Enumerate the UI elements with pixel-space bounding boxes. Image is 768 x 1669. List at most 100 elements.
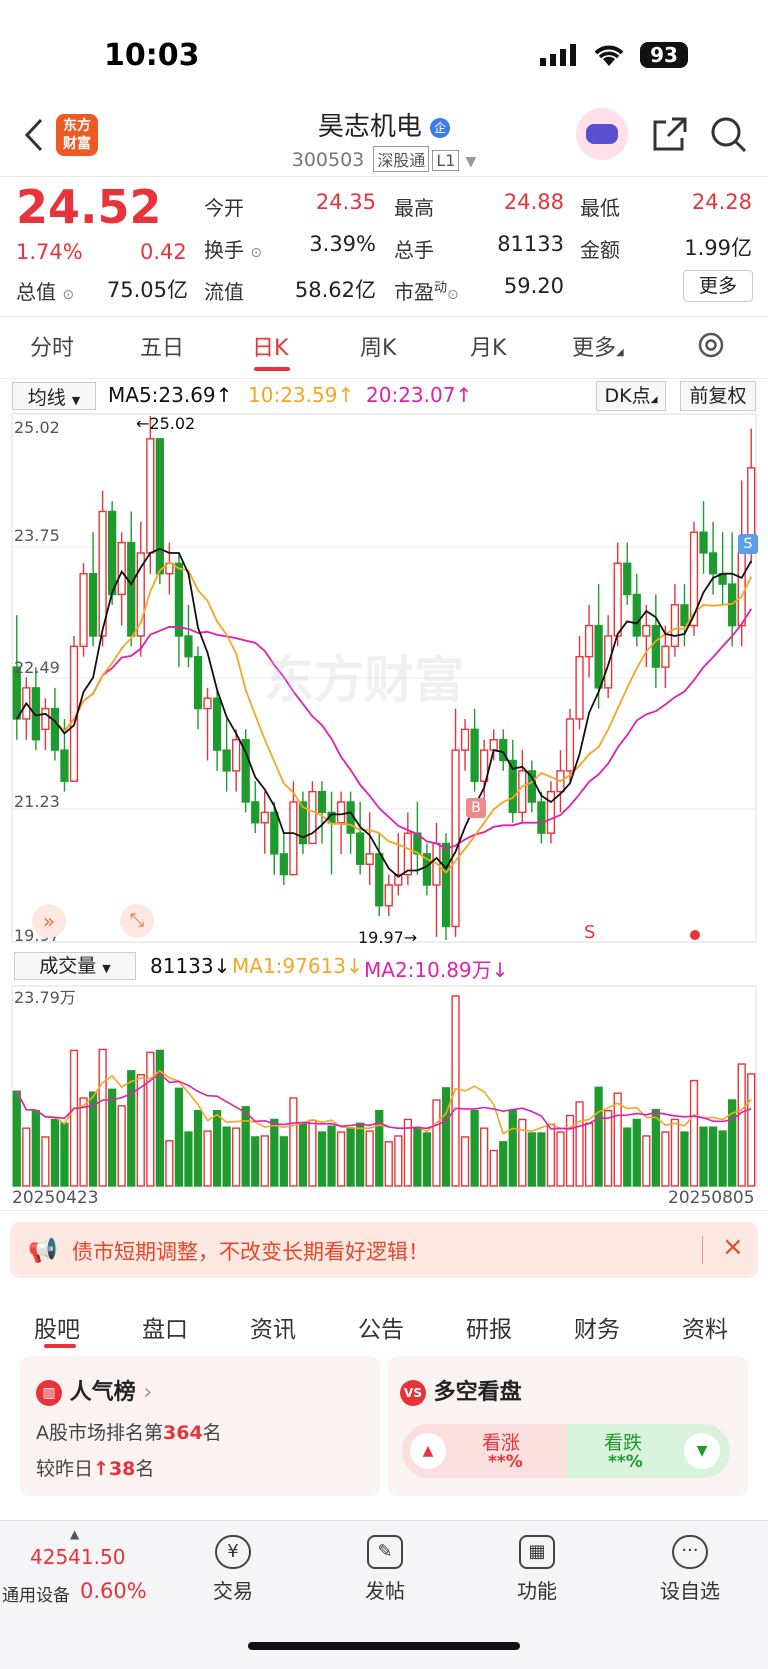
candle-body (546, 790, 556, 834)
tab-weekly-k[interactable]: 周K (360, 336, 397, 361)
ma5-value: MA5:23.69↑ (108, 383, 233, 407)
ma-selector[interactable]: 均线 ▼ (12, 382, 96, 410)
share-icon[interactable] (652, 116, 688, 156)
nav-watchlist[interactable]: ··· 设自选 (652, 1535, 728, 1604)
chevron-left-icon (24, 118, 43, 152)
dk-point-button[interactable]: DK点◢ (596, 381, 666, 411)
buy-marker[interactable]: B (466, 798, 486, 818)
candle-body (480, 749, 489, 782)
tab-intraday[interactable]: 分时 (30, 336, 75, 361)
candle-body (232, 739, 241, 772)
fullscreen-icon[interactable]: ⤡ (120, 904, 154, 938)
tab-research[interactable]: 研报 (466, 1317, 512, 1343)
sector-index-pct[interactable]: 0.60% (80, 1579, 147, 1603)
candle-body (289, 801, 298, 876)
tab-profile[interactable]: 资料 (682, 1317, 728, 1343)
change-suffix: 名 (135, 1458, 155, 1480)
tab-finance[interactable]: 财务 (574, 1317, 620, 1343)
chevron-right-icon: › (143, 1380, 153, 1405)
volume-bar (146, 1051, 155, 1187)
volume-bar (289, 1097, 298, 1187)
candle-body (565, 718, 575, 772)
volume-chart[interactable] (0, 982, 768, 1188)
nav-post[interactable]: ✎ 发帖 (352, 1535, 418, 1604)
candle-body (336, 801, 346, 824)
candle-body (279, 853, 288, 876)
signal-dot (690, 930, 700, 940)
volume-bar (308, 1119, 317, 1187)
stock-name: 昊志机电 (317, 112, 422, 142)
candle-body (375, 853, 384, 907)
info-icon: ⊙ (250, 245, 263, 261)
popularity-card[interactable]: ▥ 人气榜 › A股市场排名第364名 较昨日↑38名 (20, 1356, 380, 1496)
volume-bar (718, 1130, 727, 1187)
tab-more[interactable]: 更多◢ (572, 336, 624, 361)
volume-bar (499, 1141, 508, 1187)
more-quote-button[interactable]: 更多 (683, 270, 753, 302)
volume-indicator-selector[interactable]: 成交量 ▼ (14, 952, 136, 980)
tab-monthly-k[interactable]: 月K (470, 336, 507, 361)
long-short-card[interactable]: VS 多空看盘 ▲ 看涨 **% 看跌 **% ▼ (388, 1356, 748, 1496)
candle-body (308, 790, 317, 845)
bearish-label: 看跌 (604, 1432, 643, 1454)
pe-value: 59.20 (503, 274, 564, 298)
candle-body (451, 749, 460, 928)
tab-guba[interactable]: 股吧 (34, 1317, 80, 1343)
candle-body (422, 853, 432, 886)
volume-ma2: MA2:10.89万↓ (364, 958, 509, 982)
expand-arrows-icon[interactable]: » (32, 904, 66, 938)
info-icon: ⊙ (62, 287, 75, 303)
stock-code-row[interactable]: 300503 深股通 L1 ▼ (0, 146, 768, 172)
tab-daily-k[interactable]: 日K (252, 336, 289, 361)
low-annotation: 19.97→ (358, 928, 418, 947)
search-icon[interactable] (710, 116, 748, 158)
sector-index-value[interactable]: 42541.50 (30, 1545, 126, 1569)
divider (0, 316, 768, 317)
back-button[interactable] (24, 118, 44, 156)
candle-body (460, 728, 470, 751)
close-icon[interactable]: × (722, 1232, 744, 1262)
volume-bar (556, 1131, 565, 1187)
tab-five-day[interactable]: 五日 (140, 336, 185, 361)
volume-bar (413, 1126, 422, 1187)
volume-bar (60, 1122, 69, 1187)
candle-body (298, 801, 308, 845)
volume-bar (22, 1127, 31, 1187)
candle-body (632, 593, 641, 637)
candle-body (184, 635, 193, 658)
candlestick-chart[interactable] (0, 410, 768, 950)
candle-body (41, 707, 50, 731)
volume-bar (441, 1087, 451, 1187)
change-pct: 1.74% (16, 240, 83, 264)
volume-bar (98, 1048, 107, 1187)
tab-order-book[interactable]: 盘口 (142, 1317, 188, 1343)
notice-banner[interactable]: 📢 债市短期调整，不改变长期看好逻辑！ × (10, 1222, 758, 1278)
candle-body (670, 604, 680, 648)
battery-icon: 93 (640, 42, 688, 68)
volume-bar (336, 1131, 346, 1187)
tab-active-underline (44, 1344, 76, 1348)
adjust-button[interactable]: 前复权 (680, 381, 756, 411)
stock-code: 300503 (291, 149, 365, 171)
nav-functions[interactable]: ▦ 功能 (504, 1535, 570, 1604)
settings-gear-icon[interactable] (696, 330, 726, 364)
nav-trade[interactable]: ¥ 交易 (200, 1535, 266, 1604)
turnover-label[interactable]: 换手 ⊙ (204, 238, 263, 262)
bullish-button[interactable]: ▲ 看涨 **% (402, 1424, 566, 1478)
sector-index-name[interactable]: 通用设备 (2, 1586, 70, 1606)
trade-icon: ¥ (215, 1535, 251, 1569)
volume-bar (155, 1049, 164, 1187)
robot-avatar[interactable] (576, 108, 628, 160)
candle-body (441, 842, 451, 928)
total-cap-label[interactable]: 总值 ⊙ (16, 280, 75, 304)
volume-bar (518, 1118, 527, 1187)
tab-news[interactable]: 资讯 (250, 1317, 296, 1343)
bearish-button[interactable]: 看跌 **% ▼ (566, 1424, 730, 1478)
grid-icon: ▦ (519, 1535, 555, 1569)
amount-label: 金额 (580, 238, 620, 262)
tab-announcements[interactable]: 公告 (358, 1317, 404, 1343)
pe-label[interactable]: 市盈动⊙ (394, 280, 459, 304)
volume-bar (594, 1086, 603, 1187)
rank-prefix: A股市场排名第 (36, 1422, 163, 1444)
sell-marker[interactable]: S (738, 534, 758, 554)
